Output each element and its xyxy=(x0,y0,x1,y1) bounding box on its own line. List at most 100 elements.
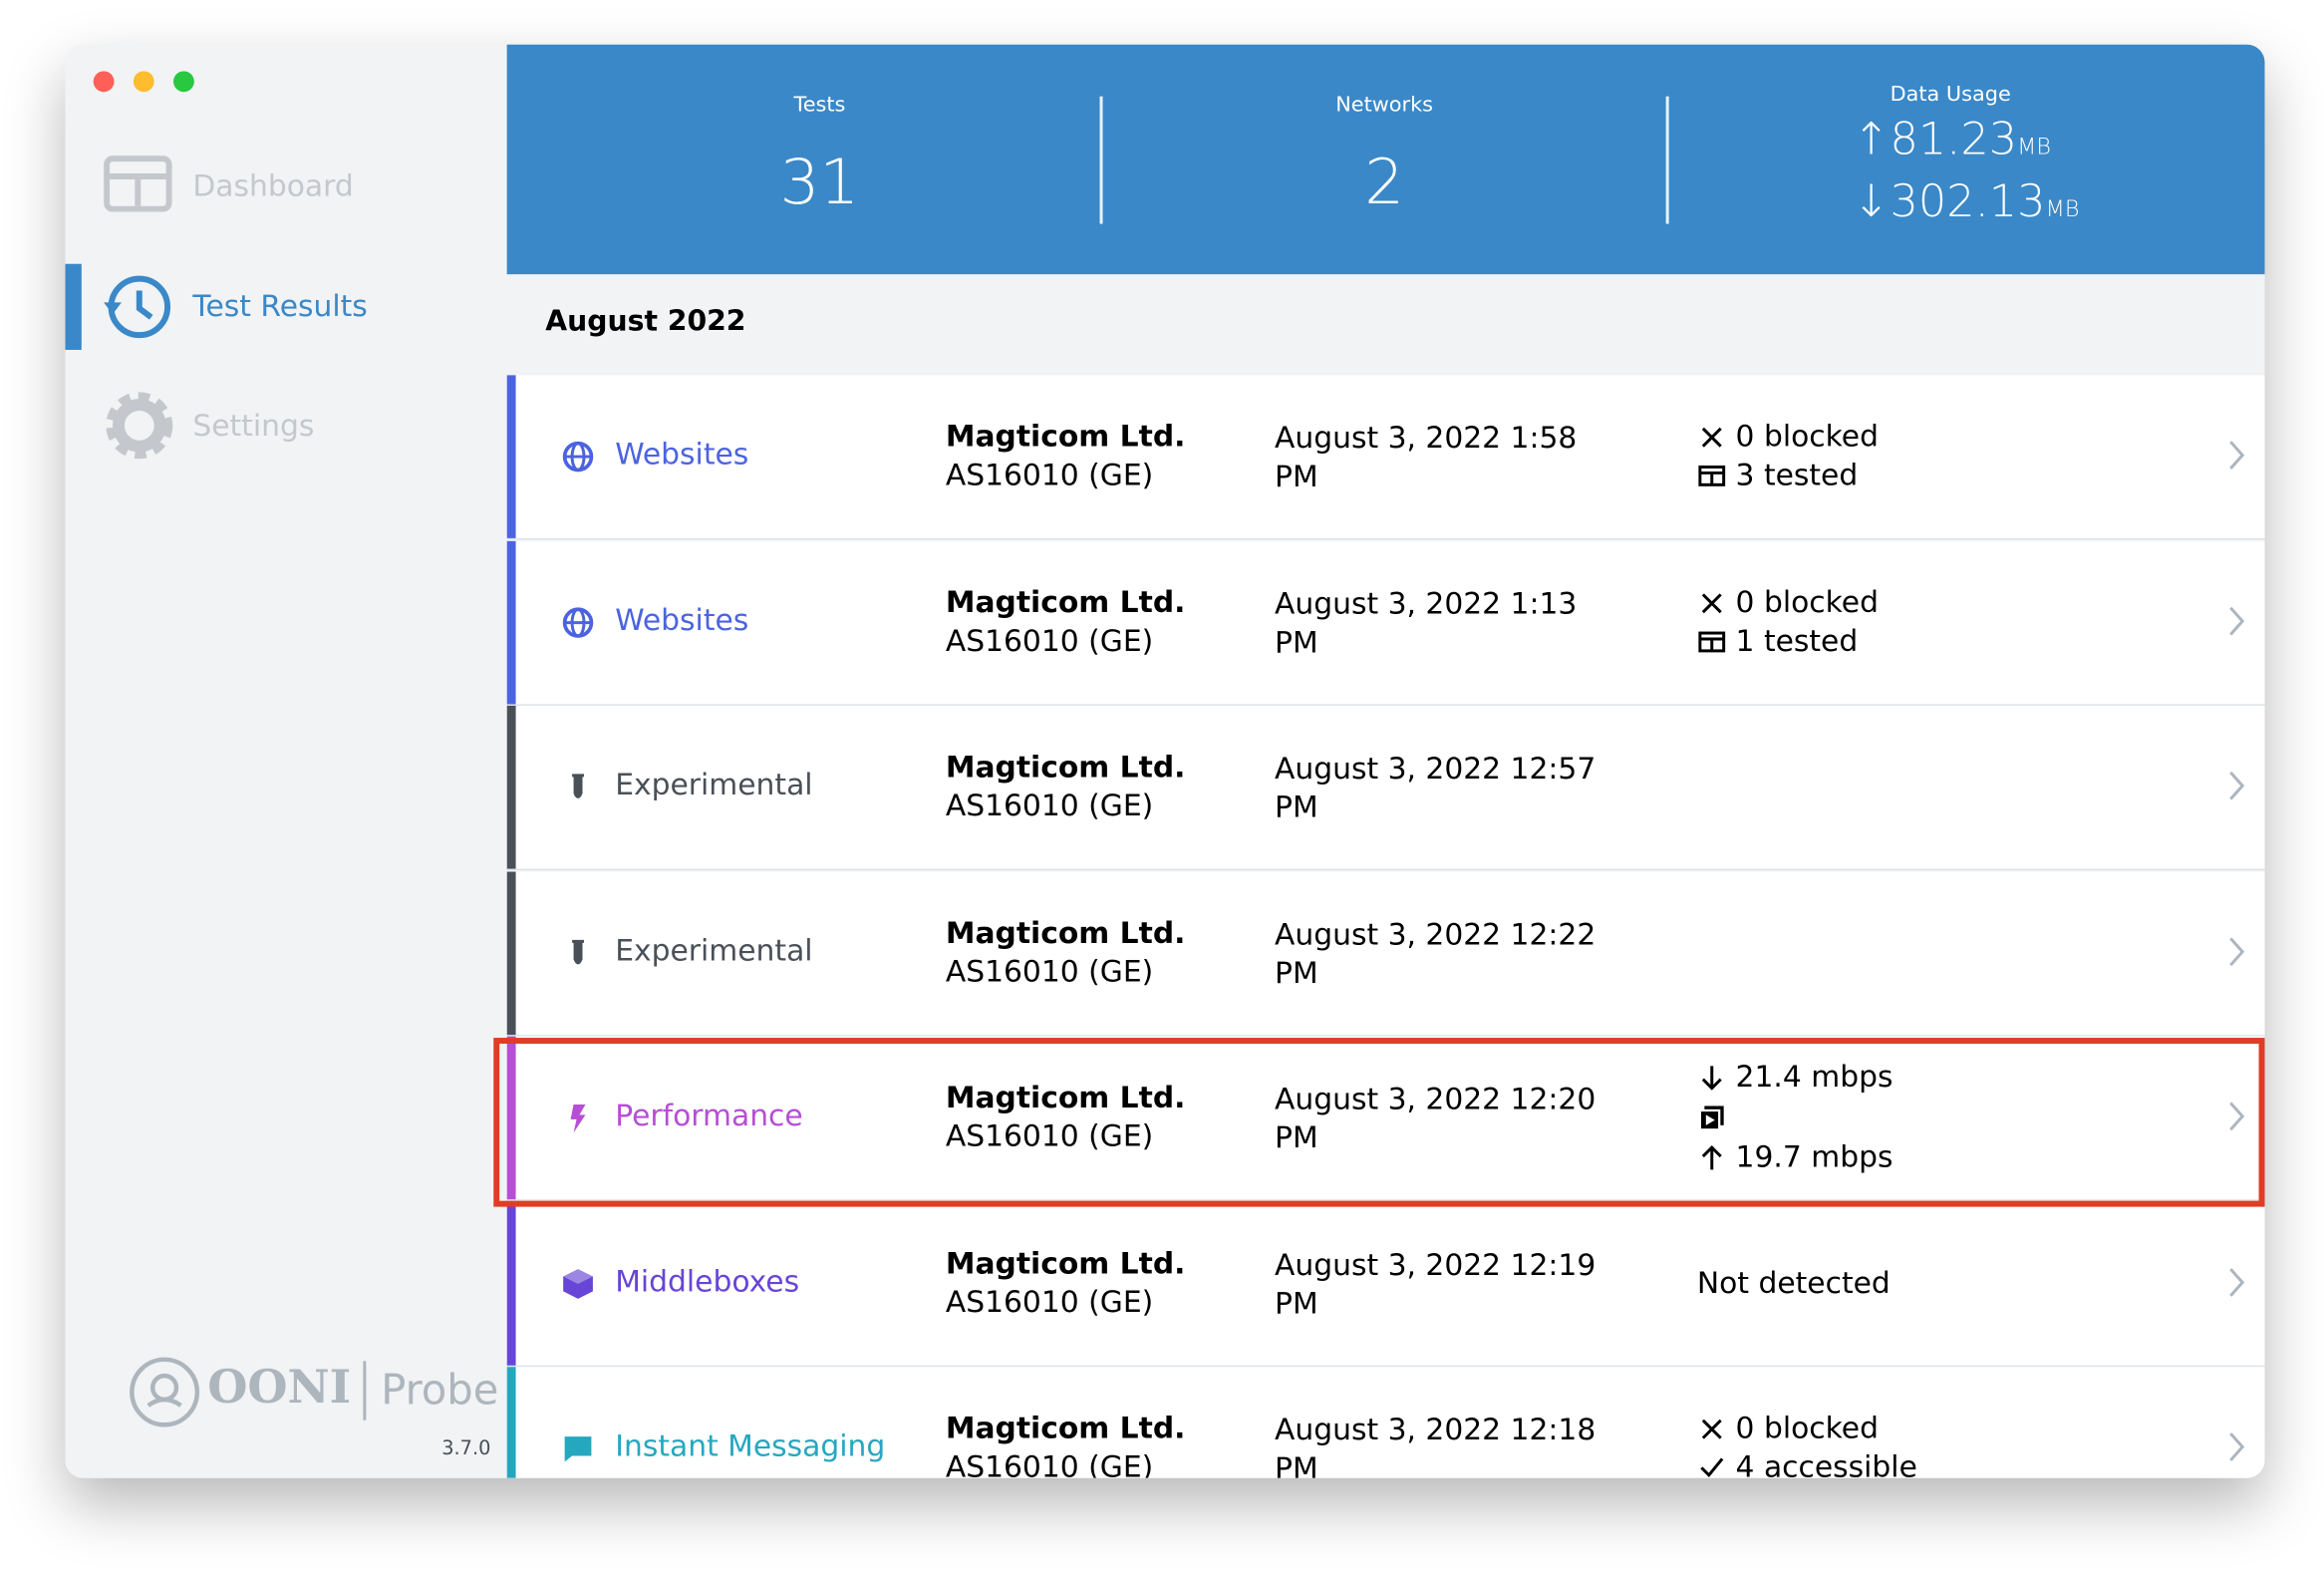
active-indicator xyxy=(65,263,82,350)
stat-text: 19.7 mbps xyxy=(1735,1137,1893,1174)
stat-icon xyxy=(1700,1457,1724,1478)
zoom-button[interactable] xyxy=(173,71,194,93)
stat-label: Tests xyxy=(793,93,846,118)
test-date: August 3, 2022 12:57 PM xyxy=(1275,750,1597,824)
download-usage: ↓302.13MB xyxy=(1853,175,2080,229)
divider xyxy=(1099,96,1103,224)
test-icon xyxy=(562,441,594,473)
ooni-logo-icon xyxy=(130,1357,200,1427)
network-name: Magticom Ltd. xyxy=(945,1079,1186,1115)
test-color-bar xyxy=(506,705,516,869)
test-name: Performance xyxy=(615,1097,803,1133)
stat-label: Networks xyxy=(1335,93,1433,118)
dashboard-icon xyxy=(104,156,172,212)
asn: AS16010 (GE) xyxy=(945,952,1154,989)
test-name: Instant Messaging xyxy=(615,1427,886,1463)
network-name: Magticom Ltd. xyxy=(945,583,1186,619)
stat-text: 0 blocked xyxy=(1735,583,1879,619)
chevron xyxy=(2229,1267,2245,1297)
logo-name: OONI xyxy=(207,1361,352,1415)
close-button[interactable] xyxy=(93,71,115,93)
history-icon xyxy=(104,275,171,339)
stat-icon xyxy=(1698,1105,1724,1130)
nav-settings[interactable]: Settings xyxy=(65,384,506,470)
chevron xyxy=(2229,936,2245,966)
stat-value: 31 xyxy=(779,145,860,218)
stat-tests: Tests 31 xyxy=(536,45,1102,275)
test-date: August 3, 2022 1:13 PM xyxy=(1275,584,1578,660)
test-icon xyxy=(572,939,584,964)
chevron xyxy=(2229,771,2245,800)
nav-label: Dashboard xyxy=(192,167,354,203)
stat-text: 3 tested xyxy=(1735,457,1859,492)
result-row[interactable]: Experimental Magticom Ltd. AS16010 (GE) Aug… xyxy=(506,705,2265,871)
asn: AS16010 (GE) xyxy=(945,1283,1154,1319)
stat-icon xyxy=(1701,427,1722,448)
test-icon xyxy=(570,1104,586,1133)
stat-text: Not detected xyxy=(1696,1263,1890,1300)
asn: AS16010 (GE) xyxy=(945,457,1154,492)
result-row[interactable]: Performance Magticom Ltd. AS16010 (GE) Augu… xyxy=(506,1036,2265,1201)
stat-icon xyxy=(1701,1065,1722,1090)
version: 3.7.0 xyxy=(441,1437,491,1460)
result-row[interactable]: Middleboxes Magticom Ltd. AS16010 (GE) Augu… xyxy=(506,1201,2265,1367)
download-value: 302.13 xyxy=(1889,175,2046,229)
stat-text: 21.4 mbps xyxy=(1735,1058,1893,1094)
logo-product: Probe xyxy=(381,1365,499,1415)
test-date: August 3, 2022 12:19 PM xyxy=(1275,1246,1597,1321)
test-name: Experimental xyxy=(615,931,813,968)
test-name: Websites xyxy=(615,436,749,472)
stat-label: Data Usage xyxy=(1889,83,2011,108)
unit: MB xyxy=(2017,133,2052,160)
divider xyxy=(1665,96,1669,224)
result-row[interactable]: Websites Magticom Ltd. AS16010 (GE) August … xyxy=(506,540,2265,706)
nav-test-results[interactable]: Test Results xyxy=(65,263,506,350)
test-color-bar xyxy=(506,375,516,538)
chevron xyxy=(2229,606,2245,635)
test-color-bar xyxy=(506,540,516,704)
test-date: August 3, 2022 12:18 PM xyxy=(1275,1411,1597,1478)
logo-divider xyxy=(363,1361,367,1421)
stat-networks: Networks 2 xyxy=(1101,45,1667,275)
asn: AS16010 (GE) xyxy=(945,1117,1154,1154)
result-row[interactable]: Experimental Magticom Ltd. AS16010 (GE) Aug… xyxy=(506,870,2265,1036)
nav-label: Settings xyxy=(192,407,315,444)
stat-text: 1 tested xyxy=(1735,621,1859,658)
results-list: Websites Magticom Ltd. AS16010 (GE) August … xyxy=(506,375,2265,1478)
test-name: Websites xyxy=(615,601,749,637)
test-date: August 3, 2022 12:22 PM xyxy=(1275,915,1597,990)
test-color-bar xyxy=(506,1201,516,1366)
highlight-box xyxy=(493,1038,2265,1207)
minimize-button[interactable] xyxy=(133,71,154,93)
stat-icon xyxy=(1701,1419,1722,1439)
upload-value: 81.23 xyxy=(1889,114,2018,166)
test-icon xyxy=(564,1436,592,1462)
nav-dashboard[interactable]: Dashboard xyxy=(65,144,506,229)
chevron xyxy=(2229,1102,2245,1131)
test-color-bar xyxy=(506,870,516,1035)
stat-icon xyxy=(1698,630,1726,652)
stat-icon xyxy=(1701,1144,1722,1169)
test-date: August 3, 2022 1:58 PM xyxy=(1275,419,1578,494)
chevron xyxy=(2229,441,2245,470)
test-date: August 3, 2022 12:20 PM xyxy=(1275,1081,1597,1155)
asn: AS16010 (GE) xyxy=(945,787,1154,823)
result-row[interactable]: Websites Magticom Ltd. AS16010 (GE) August … xyxy=(506,375,2265,540)
settings-icon xyxy=(106,392,173,460)
stat-data-usage: Data Usage ↑81.23MB ↓302.13MB xyxy=(1667,45,2233,275)
test-color-bar xyxy=(506,1367,516,1478)
app-window: Dashboard Test Results Settings OONI Pro… xyxy=(65,44,2265,1478)
chevron xyxy=(2229,1432,2245,1461)
network-name: Magticom Ltd. xyxy=(945,1244,1186,1281)
result-row[interactable]: Instant Messaging Magticom Ltd. AS16010 (G… xyxy=(506,1367,2265,1478)
test-color-bar xyxy=(506,1036,516,1200)
upload-usage: ↑81.23MB xyxy=(1853,114,2052,166)
stat-text: 4 accessible xyxy=(1735,1448,1917,1478)
window-controls xyxy=(93,71,194,93)
stat-text: 0 blocked xyxy=(1735,1410,1879,1446)
month-heading: August 2022 xyxy=(545,305,746,339)
nav-label: Test Results xyxy=(192,287,368,324)
